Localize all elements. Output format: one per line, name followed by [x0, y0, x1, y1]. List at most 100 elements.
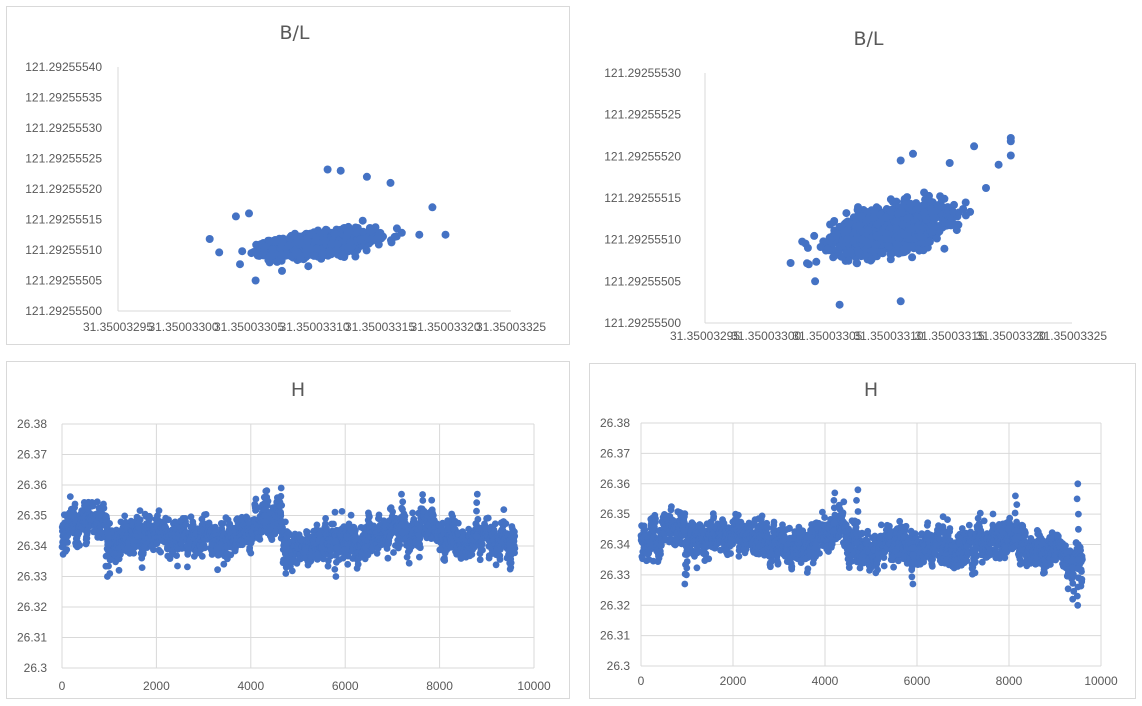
- scatter-point: [146, 514, 154, 521]
- scatter-point: [249, 248, 258, 256]
- scatter-point: [304, 262, 313, 271]
- y-tick-label: 26.32: [17, 600, 47, 614]
- y-tick-label: 121.29255540: [25, 60, 102, 74]
- scatter-point: [842, 209, 851, 218]
- scatter-point: [136, 516, 144, 523]
- scatter-point: [428, 203, 437, 212]
- chart-h-left: H26.326.3126.3226.3326.3426.3526.3626.37…: [17, 379, 551, 693]
- scatter-point: [940, 194, 949, 203]
- scatter-point: [247, 549, 255, 557]
- scatter-point: [899, 230, 908, 239]
- scatter-point: [358, 216, 367, 225]
- scatter-point: [872, 240, 881, 249]
- scatter-point: [415, 230, 424, 239]
- scatter-point: [416, 544, 424, 552]
- scatter-point: [843, 234, 852, 243]
- x-tick-label: 31.35003325: [1037, 329, 1107, 343]
- scatter-point: [915, 246, 924, 255]
- scatter-point: [925, 237, 934, 246]
- scatter-point: [386, 178, 395, 187]
- scatter-point: [278, 266, 286, 275]
- y-tick-label: 26.31: [17, 631, 47, 645]
- scatter-point: [927, 207, 936, 216]
- scatter-point: [834, 245, 842, 254]
- scatter-point: [384, 554, 392, 562]
- scatter-point: [882, 213, 890, 222]
- scatter-point: [354, 560, 362, 568]
- chart-title: H: [291, 379, 305, 401]
- scatter-point: [950, 200, 958, 209]
- scatter-point: [855, 221, 864, 230]
- scatter-point: [330, 520, 337, 528]
- scatter-point: [285, 529, 293, 537]
- x-tick-label: 8000: [426, 679, 453, 693]
- scatter-point: [945, 159, 954, 167]
- scatter-point: [338, 508, 346, 515]
- scatter-point: [409, 509, 416, 517]
- scatter-point: [359, 227, 368, 236]
- scatter-point: [812, 257, 821, 266]
- scatter-point: [155, 507, 163, 514]
- scatter-point: [441, 230, 450, 239]
- scatter-point: [150, 546, 157, 554]
- y-tick-label: 121.29255510: [25, 243, 102, 257]
- scatter-point: [970, 142, 979, 151]
- scatter-point: [961, 198, 970, 207]
- scatter-point: [886, 250, 895, 259]
- scatter-point: [344, 560, 352, 568]
- scatter-point: [106, 520, 113, 527]
- scatter-point: [892, 217, 901, 226]
- scatter-point: [900, 245, 909, 253]
- scatter-point: [786, 259, 795, 267]
- scatter-point: [347, 511, 355, 519]
- scatter-point: [891, 224, 900, 233]
- scatter-point: [416, 553, 423, 561]
- scatter-point: [943, 203, 952, 212]
- scatter-point: [892, 240, 901, 249]
- scatter-point: [405, 559, 413, 567]
- scatter-point: [174, 562, 181, 570]
- y-tick-label: 121.29255505: [25, 274, 102, 288]
- scatter-point: [397, 228, 406, 237]
- data-points: [786, 134, 1015, 309]
- scatter-point: [260, 242, 269, 251]
- scatter-point: [396, 541, 404, 549]
- scatter-point: [909, 149, 917, 158]
- scatter-point: [251, 276, 260, 285]
- scatter-point: [205, 235, 214, 243]
- scatter-point: [311, 236, 320, 245]
- scatter-point: [356, 235, 365, 244]
- x-tick-label: 31.35003300: [148, 320, 218, 334]
- scatter-point: [917, 232, 925, 241]
- scatter-point: [903, 214, 911, 223]
- scatter-point: [268, 536, 276, 543]
- scatter-point: [801, 239, 810, 248]
- scatter-point: [419, 497, 427, 504]
- scatter-point: [876, 217, 885, 226]
- scatter-point: [265, 258, 274, 267]
- y-tick-label: 121.29255525: [604, 108, 681, 122]
- scatter-point: [236, 260, 244, 269]
- scatter-point: [950, 220, 959, 229]
- scatter-point: [884, 242, 893, 250]
- chart-title: B/L: [279, 22, 309, 44]
- chart-panel-bl-left: B/L 121.29255500 121.29255505 121.29255510 1…: [6, 6, 570, 345]
- scatter-point: [829, 253, 838, 262]
- data-points: [58, 484, 519, 580]
- x-tick-label: 31.35003295: [83, 320, 153, 334]
- y-tick-label: 26.36: [17, 478, 47, 492]
- chart-bl-right: B/L121.29255500121.29255505121.292555101…: [604, 28, 1107, 343]
- scatter-point: [130, 549, 138, 557]
- chart-bl-left: B/L121.29255500121.29255505121.292555101…: [25, 22, 546, 334]
- scatter-point: [312, 244, 321, 253]
- y-tick-label: 121.29255500: [604, 316, 681, 330]
- scatter-point: [898, 220, 907, 229]
- y-tick-label: 121.29255530: [604, 66, 681, 80]
- scatter-point: [76, 541, 83, 549]
- scatter-point: [1006, 151, 1015, 160]
- x-tick-label: 31.35003305: [792, 329, 862, 343]
- y-tick-label: 121.29255535: [25, 91, 102, 105]
- scatter-point: [331, 229, 339, 238]
- scatter-point: [187, 513, 195, 521]
- scatter-point: [428, 496, 436, 504]
